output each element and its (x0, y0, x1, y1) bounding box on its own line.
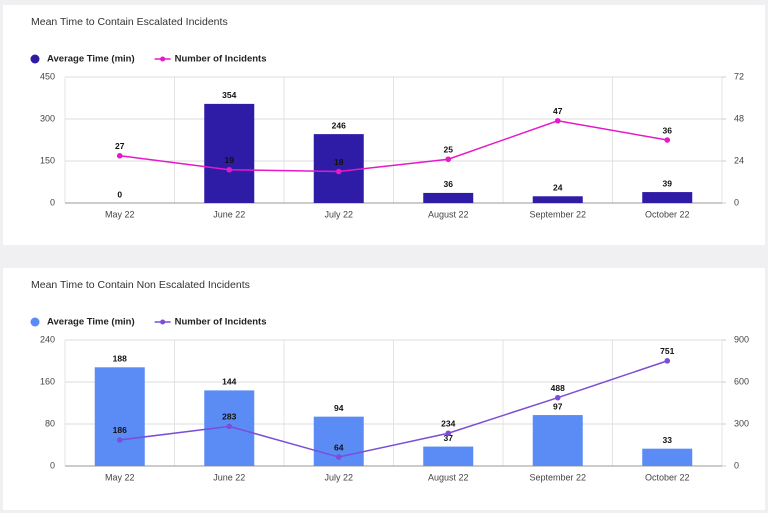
data-label: 33 (663, 435, 673, 445)
data-label: 94 (334, 403, 344, 413)
x-tick-label: September 22 (529, 209, 586, 219)
x-tick-label: June 22 (213, 472, 245, 482)
legend-label: Number of Incidents (175, 317, 267, 328)
y-tick-label: 150 (40, 155, 55, 165)
data-label: 354 (222, 90, 236, 100)
data-label: 283 (222, 412, 236, 422)
data-label: 188 (113, 354, 127, 364)
x-tick-label: August 22 (428, 472, 469, 482)
bar (313, 134, 364, 203)
y-tick-label: 240 (40, 334, 55, 344)
line-point (116, 152, 123, 159)
x-tick-label: July 22 (324, 472, 353, 482)
x-tick-label: August 22 (428, 209, 469, 219)
line-point (335, 168, 342, 175)
data-label: 19 (225, 155, 235, 165)
line-point (335, 454, 342, 460)
y-tick-label: 160 (40, 376, 55, 386)
x-tick-label: October 22 (645, 209, 690, 219)
data-label: 234 (441, 418, 455, 428)
legend-marker (160, 319, 166, 325)
legend-marker (30, 54, 40, 64)
line-point (226, 166, 233, 173)
bar (94, 367, 145, 466)
line-point (116, 437, 123, 443)
bar (532, 415, 583, 466)
bar (423, 446, 474, 466)
y-tick-label: 0 (50, 197, 55, 207)
data-label: 488 (551, 383, 565, 393)
line-point (445, 156, 452, 163)
bar (423, 192, 474, 203)
line-point (554, 394, 561, 401)
chart-title: Mean Time to Contain Non Escalated Incid… (31, 279, 250, 291)
chart-title: Mean Time to Contain Escalated Incidents (31, 16, 228, 28)
legend-marker (30, 317, 40, 327)
legend-label: Average Time (min) (47, 54, 135, 65)
data-label: 186 (113, 425, 127, 435)
legend-label: Number of Incidents (175, 54, 267, 65)
data-label: 0 (117, 189, 122, 199)
data-label: 25 (444, 145, 454, 155)
x-tick-label: May 22 (105, 472, 135, 482)
y2-tick-label: 24 (734, 155, 744, 165)
x-tick-label: June 22 (213, 209, 245, 219)
y2-tick-label: 900 (734, 334, 749, 344)
y-tick-label: 450 (40, 71, 55, 81)
line-point (664, 358, 671, 364)
data-label: 97 (553, 401, 563, 411)
y-tick-label: 300 (40, 113, 55, 123)
y2-tick-label: 300 (734, 418, 749, 428)
data-label: 27 (115, 141, 125, 151)
card (3, 5, 765, 245)
y2-tick-label: 0 (734, 197, 739, 207)
data-label: 37 (444, 433, 454, 443)
y2-tick-label: 0 (734, 460, 739, 470)
bar (642, 448, 693, 466)
data-label: 36 (663, 125, 673, 135)
data-label: 36 (444, 179, 454, 189)
data-label: 246 (332, 120, 346, 130)
bar (204, 103, 255, 203)
y2-tick-label: 72 (734, 71, 744, 81)
x-tick-label: July 22 (324, 209, 353, 219)
data-label: 751 (660, 346, 674, 356)
data-label: 24 (553, 183, 563, 193)
line-point (554, 117, 561, 124)
line (119, 360, 668, 458)
line-point (445, 430, 452, 437)
data-label: 144 (222, 377, 236, 387)
y-tick-label: 0 (50, 460, 55, 470)
line-point (226, 423, 233, 430)
y2-tick-label: 48 (734, 113, 744, 123)
x-tick-label: September 22 (529, 472, 586, 482)
data-label: 64 (334, 442, 344, 452)
y2-tick-label: 600 (734, 376, 749, 386)
data-label: 39 (663, 178, 673, 188)
bar (642, 192, 693, 203)
data-label: 18 (334, 157, 344, 167)
data-label: 47 (553, 106, 563, 116)
y-tick-label: 80 (45, 418, 55, 428)
x-tick-label: May 22 (105, 209, 135, 219)
line-point (664, 137, 671, 143)
legend-marker (160, 56, 166, 62)
line (119, 119, 668, 173)
x-tick-label: October 22 (645, 472, 690, 482)
legend-label: Average Time (min) (47, 317, 135, 328)
bar (532, 196, 583, 203)
